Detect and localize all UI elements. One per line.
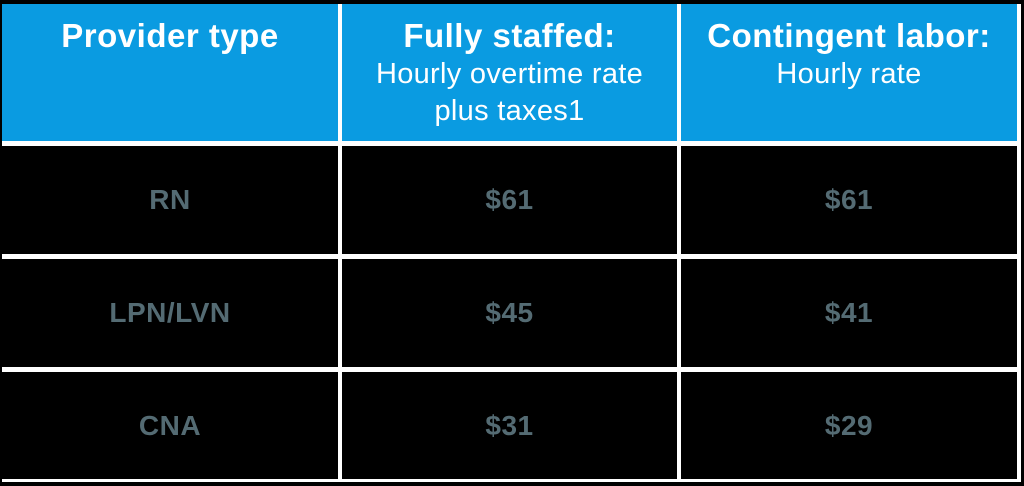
rate-value: $31 (485, 409, 534, 441)
header-cell-fully-staffed: Fully staffed: Hourly overtime rate plus… (342, 4, 677, 141)
column-subtitle-line: Hourly overtime rate (375, 58, 644, 90)
row-lpn-lvn-contingent-cell: $41 (681, 259, 1017, 367)
row-cna-contingent-cell: $29 (681, 372, 1017, 479)
rate-value: $45 (485, 297, 534, 328)
column-subtitle-line: Hourly rate (776, 58, 922, 90)
row-rn-fully-staffed-cell: $61 (342, 146, 677, 254)
table-grid: Provider type Fully staffed: Hourly over… (2, 4, 1021, 482)
row-lpn-lvn-fully-staffed-cell: $45 (342, 259, 677, 367)
provider-label: LPN/LVN (109, 297, 231, 328)
header-cell-contingent-labor: Contingent labor: Hourly rate (681, 4, 1017, 141)
rate-value: $61 (824, 184, 874, 215)
row-cna-fully-staffed-cell: $31 (342, 372, 677, 479)
column-subtitle-line: plus taxes1 (434, 95, 585, 127)
header-cell-provider-type: Provider type (2, 4, 338, 141)
column-title-fully-staffed: Fully staffed: (403, 17, 616, 54)
rate-value: $61 (485, 184, 534, 215)
rate-value: $29 (824, 409, 874, 441)
row-cna-provider-cell: CNA (2, 372, 338, 479)
provider-label: CNA (138, 409, 202, 441)
rate-value: $41 (824, 297, 874, 328)
column-title-contingent-labor: Contingent labor: (707, 17, 991, 54)
row-rn-contingent-cell: $61 (681, 146, 1017, 254)
row-lpn-lvn-provider-cell: LPN/LVN (2, 259, 338, 367)
row-rn-provider-cell: RN (2, 146, 338, 254)
provider-label: RN (149, 184, 191, 215)
column-title-provider-type: Provider type (61, 17, 279, 54)
